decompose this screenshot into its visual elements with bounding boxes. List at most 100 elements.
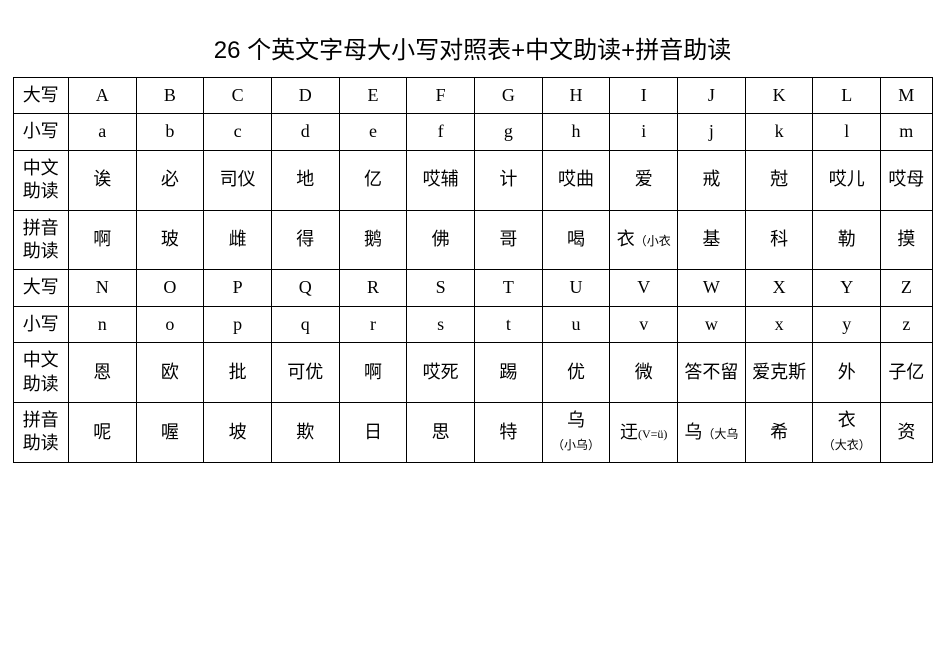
cell: 鹅 — [339, 210, 407, 270]
cell: 乌（小乌） — [542, 402, 610, 462]
cell: d — [271, 114, 339, 150]
cell: R — [339, 270, 407, 306]
cell: m — [881, 114, 932, 150]
cell: C — [204, 78, 272, 114]
cell: j — [678, 114, 746, 150]
cell: 诶 — [68, 150, 136, 210]
cell: c — [204, 114, 272, 150]
cell: 子亿 — [881, 343, 932, 403]
cell: 哎辅 — [407, 150, 475, 210]
cell: u — [542, 306, 610, 342]
cell: A — [68, 78, 136, 114]
cell: 哎儿 — [813, 150, 881, 210]
row-label-cn-aid: 中文助读 — [13, 343, 68, 403]
cell: E — [339, 78, 407, 114]
cell: L — [813, 78, 881, 114]
cell: 踢 — [475, 343, 543, 403]
cell: 啊 — [68, 210, 136, 270]
table-row: 中文助读 恩 欧 批 可优 啊 哎死 踢 优 微 答不留 爱克斯 外 子亿 — [13, 343, 932, 403]
cell: 亿 — [339, 150, 407, 210]
cell: P — [204, 270, 272, 306]
cell: 司仪 — [204, 150, 272, 210]
cell: 欧 — [136, 343, 204, 403]
cell: 欺 — [271, 402, 339, 462]
cell: 日 — [339, 402, 407, 462]
cell: 恩 — [68, 343, 136, 403]
cell: X — [745, 270, 813, 306]
cell: 地 — [271, 150, 339, 210]
cell: V — [610, 270, 678, 306]
cell: w — [678, 306, 746, 342]
table-row: 大写 A B C D E F G H I J K L M — [13, 78, 932, 114]
cell: S — [407, 270, 475, 306]
cell: n — [68, 306, 136, 342]
cell: 微 — [610, 343, 678, 403]
cell: D — [271, 78, 339, 114]
cell: W — [678, 270, 746, 306]
cell: 批 — [204, 343, 272, 403]
cell: 基 — [678, 210, 746, 270]
row-label-cn-aid: 中文助读 — [13, 150, 68, 210]
cell: 哎死 — [407, 343, 475, 403]
cell: U — [542, 270, 610, 306]
row-label-lower: 小写 — [13, 114, 68, 150]
cell: 答不留 — [678, 343, 746, 403]
cell: l — [813, 114, 881, 150]
cell: 思 — [407, 402, 475, 462]
cell: 玻 — [136, 210, 204, 270]
cell: 衣（大衣） — [813, 402, 881, 462]
cell: y — [813, 306, 881, 342]
cell: 哎母 — [881, 150, 932, 210]
table-row: 小写 n o p q r s t u v w x y z — [13, 306, 932, 342]
row-label-py-aid: 拼音助读 — [13, 402, 68, 462]
cell: 坡 — [204, 402, 272, 462]
cell: p — [204, 306, 272, 342]
cell: F — [407, 78, 475, 114]
cell: 必 — [136, 150, 204, 210]
cell: O — [136, 270, 204, 306]
cell: 爱 — [610, 150, 678, 210]
row-label-py-aid: 拼音助读 — [13, 210, 68, 270]
cell: 喝 — [542, 210, 610, 270]
cell: 外 — [813, 343, 881, 403]
cell: z — [881, 306, 932, 342]
cell: b — [136, 114, 204, 150]
cell: 哎曲 — [542, 150, 610, 210]
cell: J — [678, 78, 746, 114]
table-row: 拼音助读 呢 喔 坡 欺 日 思 特 乌（小乌） 迂(V=ü) 乌（大乌 希 衣… — [13, 402, 932, 462]
table-row: 小写 a b c d e f g h i j k l m — [13, 114, 932, 150]
row-label-upper: 大写 — [13, 78, 68, 114]
cell: g — [475, 114, 543, 150]
cell: M — [881, 78, 932, 114]
cell: Y — [813, 270, 881, 306]
cell: 喔 — [136, 402, 204, 462]
cell: f — [407, 114, 475, 150]
cell: i — [610, 114, 678, 150]
cell: 乌（大乌 — [678, 402, 746, 462]
cell: 爱克斯 — [745, 343, 813, 403]
cell: Q — [271, 270, 339, 306]
row-label-upper: 大写 — [13, 270, 68, 306]
cell: 科 — [745, 210, 813, 270]
cell: N — [68, 270, 136, 306]
cell: 雌 — [204, 210, 272, 270]
cell: H — [542, 78, 610, 114]
cell: v — [610, 306, 678, 342]
cell: t — [475, 306, 543, 342]
cell: 迂(V=ü) — [610, 402, 678, 462]
table-row: 大写 N O P Q R S T U V W X Y Z — [13, 270, 932, 306]
table-row: 中文助读 诶 必 司仪 地 亿 哎辅 计 哎曲 爱 戒 尅 哎儿 哎母 — [13, 150, 932, 210]
table-row: 拼音助读 啊 玻 雌 得 鹅 佛 哥 喝 衣（小衣 基 科 勒 摸 — [13, 210, 932, 270]
cell: q — [271, 306, 339, 342]
cell: 可优 — [271, 343, 339, 403]
cell: 摸 — [881, 210, 932, 270]
cell: o — [136, 306, 204, 342]
cell: 优 — [542, 343, 610, 403]
cell: e — [339, 114, 407, 150]
cell: 特 — [475, 402, 543, 462]
cell: 佛 — [407, 210, 475, 270]
cell: G — [475, 78, 543, 114]
cell: r — [339, 306, 407, 342]
cell: K — [745, 78, 813, 114]
cell: 啊 — [339, 343, 407, 403]
